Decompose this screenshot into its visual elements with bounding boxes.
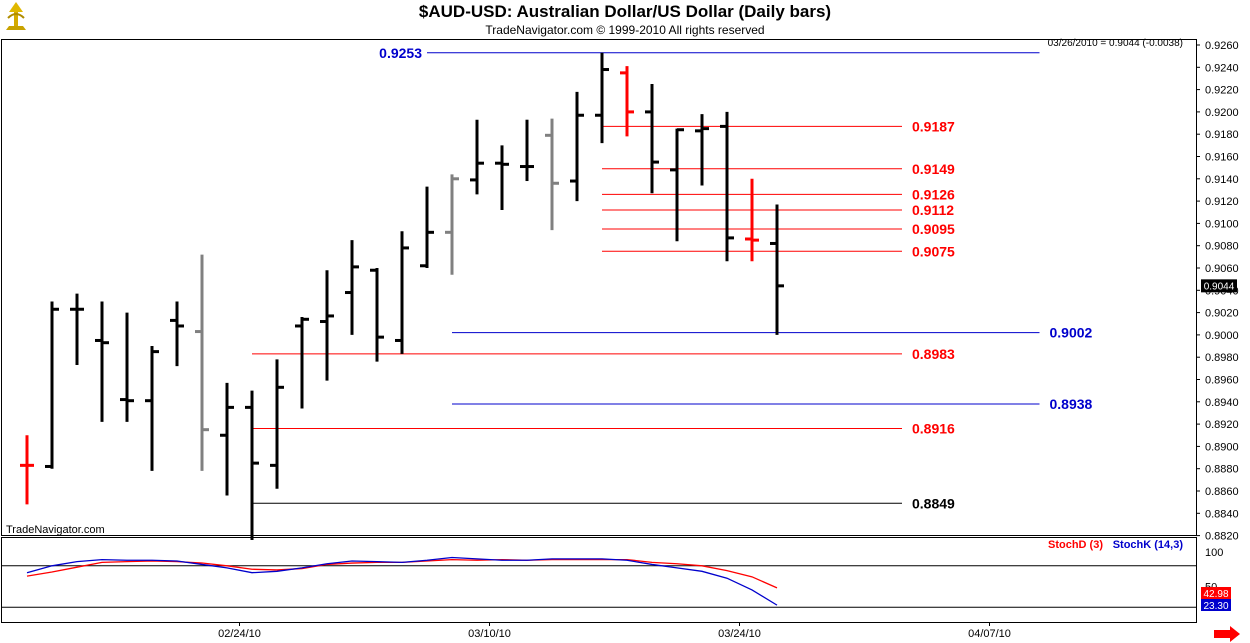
price-tick-label: 0.9100 [1205, 218, 1239, 230]
stoch-readouts: 42.98 23.30 [1201, 587, 1231, 612]
price-tick-label: 0.8980 [1205, 352, 1239, 364]
stochk-legend: StochK (14,3) [1113, 539, 1184, 551]
date-tick-label: 02/24/10 [218, 628, 261, 640]
chart-title: $AUD-USD: Australian Dollar/US Dollar (D… [419, 2, 831, 21]
level-label: 0.9253 [379, 45, 422, 61]
ohlc-bar [245, 390, 259, 541]
level-label: 0.9075 [912, 243, 955, 259]
price-tick-label: 0.9200 [1205, 107, 1239, 119]
price-tick-label: 0.8940 [1205, 397, 1239, 409]
price-tick-label: 0.9220 [1205, 85, 1239, 97]
ohlc-bar [370, 268, 384, 362]
ohlc-bar [145, 346, 159, 471]
price-tick-label: 0.9060 [1205, 263, 1239, 275]
ohlc-bar [395, 231, 409, 354]
stochd-legend: StochD (3) [1048, 539, 1103, 551]
stoch-tick-label: 100 [1205, 547, 1223, 559]
quote-readout: 03/26/2010 = 0.9044 (-0.0038) [1048, 38, 1183, 49]
ohlc-bar [545, 118, 559, 231]
price-tick-label: 0.9160 [1205, 152, 1239, 164]
ohlc-bar [620, 66, 634, 137]
price-tick-label: 0.9080 [1205, 241, 1239, 253]
tradenavigator-logo-icon [6, 2, 26, 30]
ohlc-bar [595, 52, 609, 144]
level-label: 0.9002 [1050, 325, 1093, 341]
price-tick-label: 0.8860 [1205, 486, 1239, 498]
ohlc-bar [170, 301, 184, 367]
ohlc-bar [320, 270, 334, 381]
ohlc-bar [420, 186, 434, 268]
price-tick-label: 0.9180 [1205, 129, 1239, 141]
level-label: 0.8849 [912, 495, 955, 511]
ohlc-bar [45, 301, 59, 469]
ohlc-bar [720, 111, 734, 262]
ohlc-bar [295, 317, 309, 409]
level-label: 0.8916 [912, 421, 955, 437]
ohlc-bar [195, 254, 209, 471]
price-tick-label: 0.9000 [1205, 330, 1239, 342]
price-axis: 0.9260 0.9240 0.9220 0.9200 0.9180 0.9160 0.91… [1196, 40, 1239, 543]
price-tick-label: 0.9260 [1205, 40, 1239, 52]
watermark-text: TradeNavigator.com [6, 524, 105, 536]
copyright-subtitle: TradeNavigator.com © 1999-2010 All right… [485, 23, 764, 37]
last-price-tag: 0.9044 [1201, 279, 1237, 293]
ohlc-bar [445, 174, 459, 275]
ohlc-bar [120, 312, 134, 422]
ohlc-bars [20, 52, 784, 541]
level-label: 0.9112 [912, 202, 954, 218]
stochk-readout: 23.30 [1203, 601, 1228, 612]
ohlc-bar [695, 114, 709, 186]
ohlc-bar [70, 293, 84, 366]
date-tick-label: 03/24/10 [718, 628, 761, 640]
level-label: 0.9187 [912, 118, 955, 134]
price-tick-label: 0.8820 [1205, 531, 1239, 543]
price-tick-label: 0.8920 [1205, 419, 1239, 431]
ohlc-bar [20, 435, 34, 505]
price-tick-label: 0.9140 [1205, 174, 1239, 186]
stochd-readout: 42.98 [1203, 589, 1228, 600]
ohlc-bar [470, 119, 484, 195]
stochk-line [26, 556, 778, 606]
scroll-right-arrow-icon[interactable] [1214, 626, 1240, 642]
date-tick-label: 03/10/10 [468, 628, 511, 640]
ohlc-bar [670, 128, 684, 242]
ohlc-bar [645, 84, 659, 194]
ohlc-bar [95, 301, 109, 422]
ohlc-bar [495, 145, 509, 211]
level-label: 0.8938 [1050, 396, 1093, 412]
level-label: 0.9126 [912, 186, 955, 202]
ohlc-bar [745, 178, 759, 262]
ohlc-bar [345, 240, 359, 335]
date-axis: 02/24/10 03/10/10 03/24/10 04/07/10 [218, 622, 1011, 640]
svg-text:0.9044: 0.9044 [1204, 281, 1235, 292]
price-tick-label: 0.8900 [1205, 441, 1239, 453]
ohlc-bar [570, 91, 584, 202]
level-label: 0.9095 [912, 221, 955, 237]
ohlc-bar [270, 359, 284, 489]
price-tick-label: 0.8960 [1205, 375, 1239, 387]
price-tick-label: 0.8880 [1205, 464, 1239, 476]
price-tick-label: 0.9120 [1205, 196, 1239, 208]
level-label: 0.8983 [912, 346, 955, 362]
indicator-plot-area [1, 537, 1197, 623]
ohlc-bar [770, 204, 784, 335]
date-tick-label: 04/07/10 [968, 628, 1011, 640]
price-tick-label: 0.9240 [1205, 62, 1239, 74]
ohlc-bar [220, 382, 234, 496]
price-tick-label: 0.9020 [1205, 308, 1239, 320]
level-label: 0.9149 [912, 161, 955, 177]
price-tick-label: 0.8840 [1205, 508, 1239, 520]
ohlc-bar [520, 119, 534, 182]
